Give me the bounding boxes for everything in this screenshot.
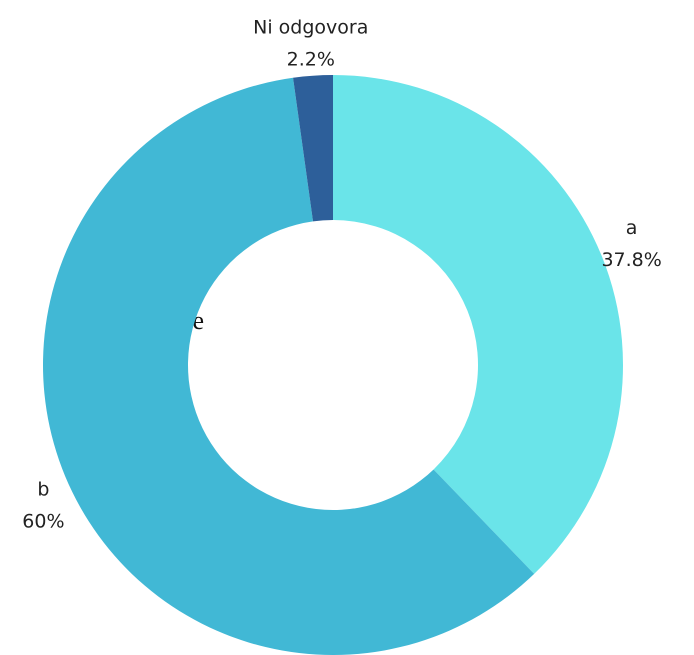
donut-slice (293, 75, 333, 222)
slice-value-label: 2.2% (287, 48, 335, 70)
slice-value-label: 37.8% (601, 249, 661, 271)
background-text: e (192, 306, 204, 335)
slice-value-label: 60% (22, 510, 64, 532)
donut-slice (333, 75, 623, 574)
donut-slice (43, 77, 535, 655)
slice-label: b (37, 478, 49, 500)
slice-label: Ni odgovora (253, 16, 368, 38)
slice-label: a (626, 217, 638, 239)
